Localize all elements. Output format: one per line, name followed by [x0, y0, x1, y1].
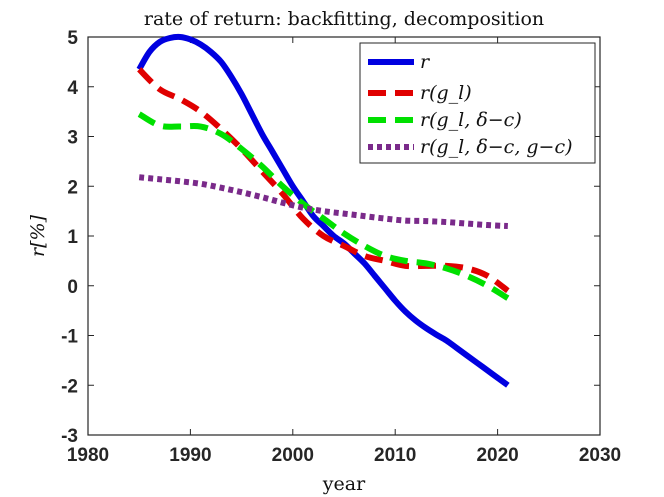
x-tick-label: 2030: [579, 445, 621, 466]
y-tick-label: -1: [61, 327, 78, 348]
x-tick-label: 1990: [169, 445, 211, 466]
x-tick-label: 2010: [374, 445, 416, 466]
y-tick-label: 5: [67, 28, 78, 49]
legend-label-r-gl-delta-g: r(g_l, δ−c, g−c): [420, 136, 573, 158]
y-tick-label: 3: [67, 128, 78, 149]
legend-label-r-gl: r(g_l): [420, 82, 472, 104]
y-tick-label: 0: [67, 277, 78, 298]
y-tick-label: -2: [61, 376, 78, 397]
y-tick-label: -3: [61, 426, 78, 447]
legend: r r(g_l) r(g_l, δ−c) r(g_l, δ−c, g−c): [359, 42, 596, 164]
legend-label-r-gl-delta: r(g_l, δ−c): [420, 109, 522, 131]
y-tick-label: 4: [67, 78, 78, 99]
x-axis-label: year: [322, 473, 366, 495]
y-tick-label: 2: [67, 177, 78, 198]
x-tick-label: 2020: [476, 445, 518, 466]
y-tick-label: 1: [67, 227, 78, 248]
chart-title: rate of return: backfitting, decompositi…: [144, 8, 544, 30]
series-line-2: [137, 111, 510, 301]
legend-label-r: r: [420, 51, 431, 73]
y-axis-label: r[%]: [27, 214, 49, 257]
series-line-0: [136, 33, 510, 388]
x-tick-label: 1980: [67, 445, 109, 466]
series-layer: [136, 33, 510, 388]
x-tick-label: 2000: [272, 445, 314, 466]
x-tick-labels: 1980 1990 2000 2010 2020 2030: [67, 445, 621, 466]
axis-ticks: [87, 36, 601, 436]
y-tick-labels: -3 -2 -1 0 1 2 3 4 5: [61, 28, 78, 447]
